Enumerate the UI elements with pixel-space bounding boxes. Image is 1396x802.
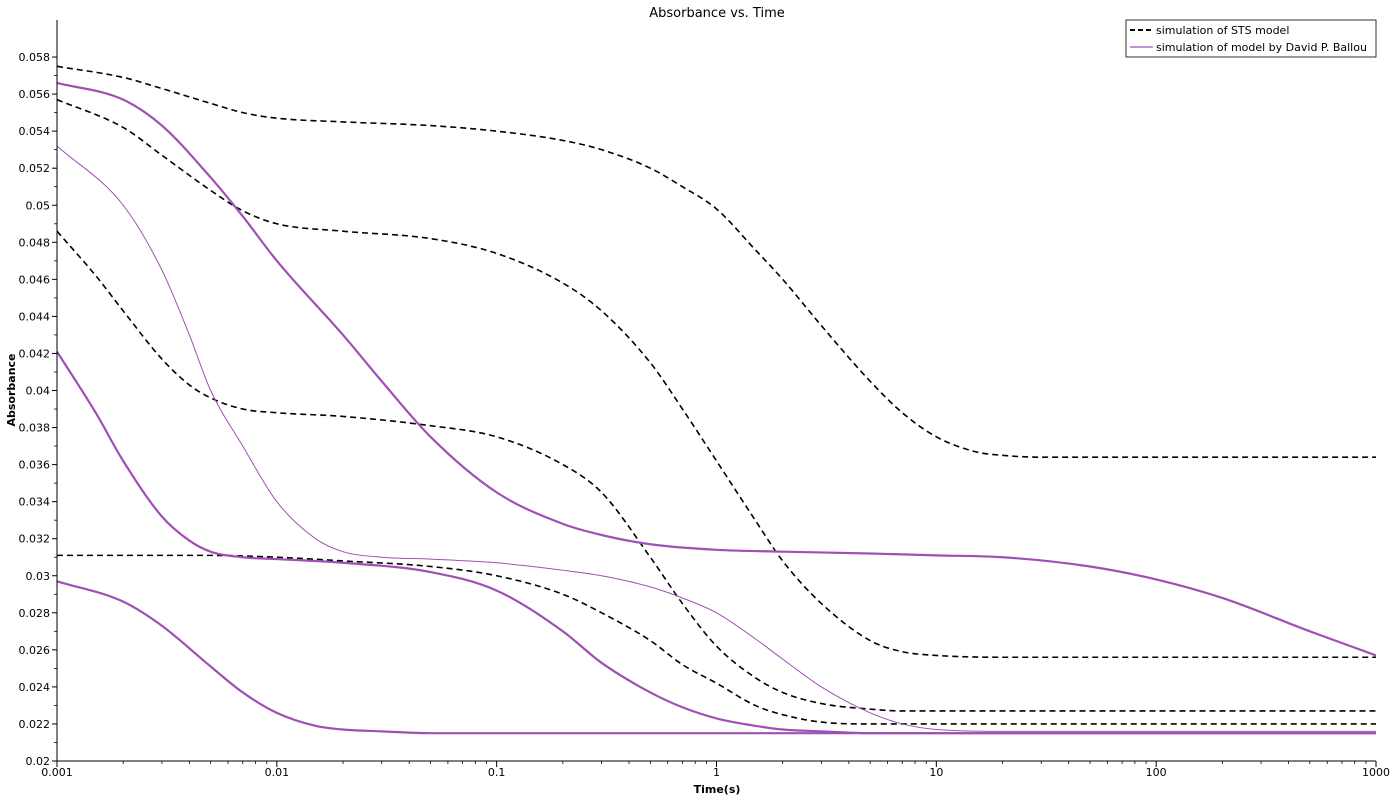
y-tick-label: 0.034 <box>19 496 51 509</box>
x-tick-label: 0.1 <box>488 766 506 779</box>
x-tick-label: 1 <box>713 766 720 779</box>
x-axis-title: Time(s) <box>694 783 741 796</box>
y-tick-label: 0.046 <box>19 273 51 286</box>
y-tick-label: 0.02 <box>26 755 51 768</box>
y-tick-label: 0.038 <box>19 422 51 435</box>
x-ticks: 0.001 0.01 0.1 1 10 100 1000 <box>41 761 1390 779</box>
y-tick-label: 0.054 <box>19 125 51 138</box>
y-tick-label: 0.032 <box>19 533 51 546</box>
y-tick-label: 0.04 <box>26 385 51 398</box>
legend-label-ballou: simulation of model by David P. Ballou <box>1156 41 1367 54</box>
legend-box <box>1125 19 1377 58</box>
y-tick-label: 0.028 <box>19 607 51 620</box>
y-tick-label: 0.036 <box>19 459 51 472</box>
x-tick-label: 100 <box>1146 766 1167 779</box>
x-tick-label: 0.001 <box>41 766 73 779</box>
x-tick-label: 10 <box>929 766 943 779</box>
sts-series-line-3 <box>57 554 1376 725</box>
x-tick-label: 0.01 <box>265 766 290 779</box>
y-tick-label: 0.044 <box>19 310 51 323</box>
y-ticks: 0.02 0.022 0.024 0.026 0.028 0.03 0.032 0.034 0.… <box>19 51 57 768</box>
y-tick-label: 0.058 <box>19 51 51 64</box>
y-tick-label: 0.052 <box>19 162 51 175</box>
y-axis-title: Absorbance <box>5 353 18 426</box>
ballou-series-line-6 <box>56 351 1376 735</box>
sts-series-line-1 <box>56 98 1376 659</box>
ballou-series-line-4 <box>56 81 1377 657</box>
sts-series-line-0 <box>56 65 1376 458</box>
ballou-series-line-5 <box>56 145 1376 732</box>
y-tick-label: 0.042 <box>19 347 51 360</box>
y-tick-label: 0.03 <box>26 570 51 583</box>
x-tick-label: 1000 <box>1362 766 1390 779</box>
series-layer <box>56 65 1377 735</box>
legend-label-sts: simulation of STS model <box>1156 24 1289 37</box>
axes-layer <box>56 20 1376 762</box>
y-tick-label: 0.05 <box>26 199 51 212</box>
y-tick-label: 0.026 <box>19 644 51 657</box>
chart-title: Absorbance vs. Time <box>649 6 785 21</box>
y-tick-label: 0.048 <box>19 236 51 249</box>
y-tick-label: 0.024 <box>19 681 51 694</box>
y-tick-label: 0.056 <box>19 88 51 101</box>
sts-series-line-2 <box>56 230 1376 712</box>
ballou-series-line-7 <box>56 580 1376 735</box>
legend: simulation of STS model simulation of mo… <box>1125 19 1377 58</box>
y-tick-label: 0.022 <box>19 718 51 731</box>
